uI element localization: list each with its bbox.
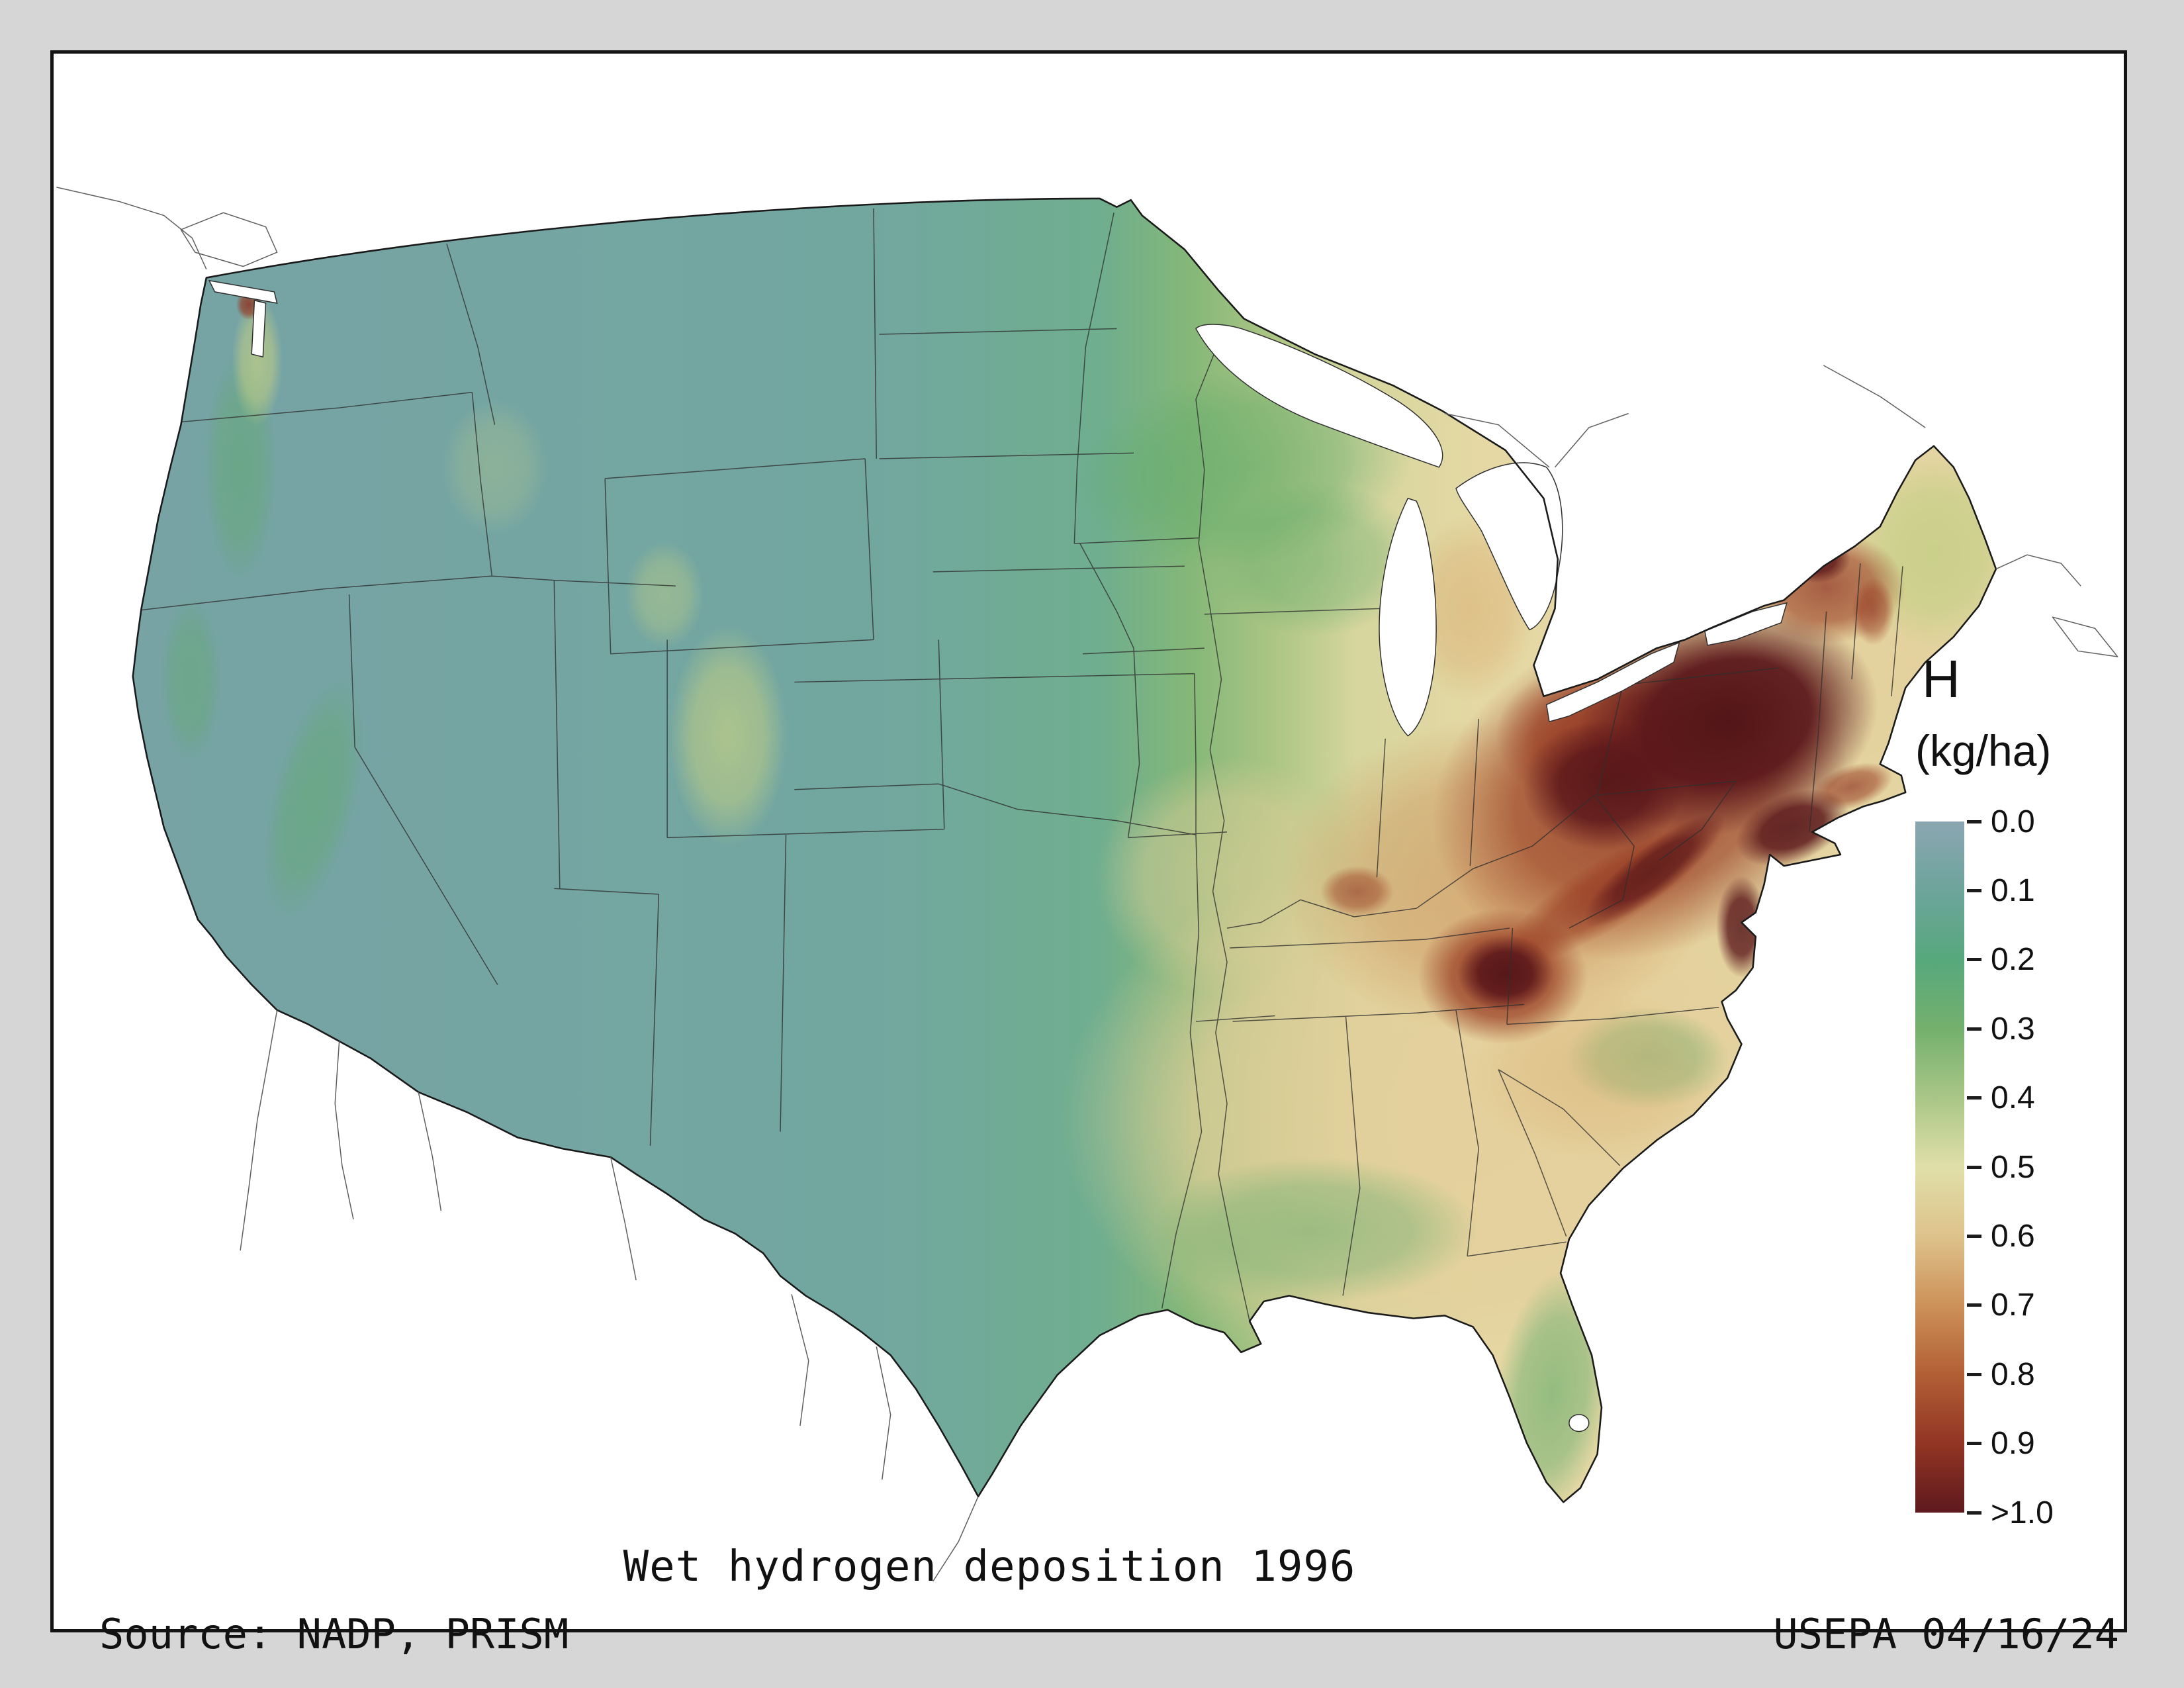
legend-title: H [1922, 649, 1960, 708]
tick-label: 0.6 [1991, 1218, 2035, 1254]
tick-dash-icon [1967, 888, 1981, 892]
tick-label: 0.1 [1991, 872, 2035, 908]
tick-label: 0.8 [1991, 1356, 2035, 1392]
tick-label: 0.5 [1991, 1149, 2035, 1185]
tick-dash-icon [1967, 820, 1981, 823]
tick-dash-icon [1967, 1303, 1981, 1307]
great-lakes [208, 279, 1788, 1432]
tick-dash-icon [1967, 1511, 1981, 1515]
legend-colorbar [1915, 821, 1964, 1513]
tick-dash-icon [1967, 1027, 1981, 1031]
tick-dash-icon [1967, 958, 1981, 962]
tick-dash-icon [1967, 1442, 1981, 1446]
agency-date: USEPA 04/16/24 [1773, 1610, 2119, 1658]
map-title: Wet hydrogen deposition 1996 [623, 1542, 1356, 1591]
tick-label: 0.7 [1991, 1288, 2035, 1323]
tick-dash-icon [1967, 1372, 1981, 1376]
tick-dash-icon [1967, 1096, 1981, 1100]
legend-ticks: 0.0 0.1 0.2 0.3 0.4 0.5 0.6 0.7 0.8 0.9 >1.0 [1915, 804, 2127, 1530]
us-outline [132, 197, 1997, 1503]
tick-label: 0.9 [1991, 1426, 2035, 1462]
tick-dash-icon [1967, 1234, 1981, 1238]
tick-label: 0.4 [1991, 1080, 2035, 1116]
legend-units: (kg/ha) [1915, 726, 2052, 775]
neighbor-country-outlines [56, 187, 2118, 1582]
state-boundaries [141, 208, 1903, 1322]
tick-dash-icon [1967, 1165, 1981, 1169]
tick-label: 0.2 [1991, 942, 2035, 978]
source-credit: Source: NADP, PRISM [99, 1610, 569, 1658]
tick-label: 0.3 [1991, 1011, 2035, 1047]
tick-label: >1.0 [1991, 1495, 2054, 1530]
tick-label: 0.0 [1991, 804, 2035, 839]
